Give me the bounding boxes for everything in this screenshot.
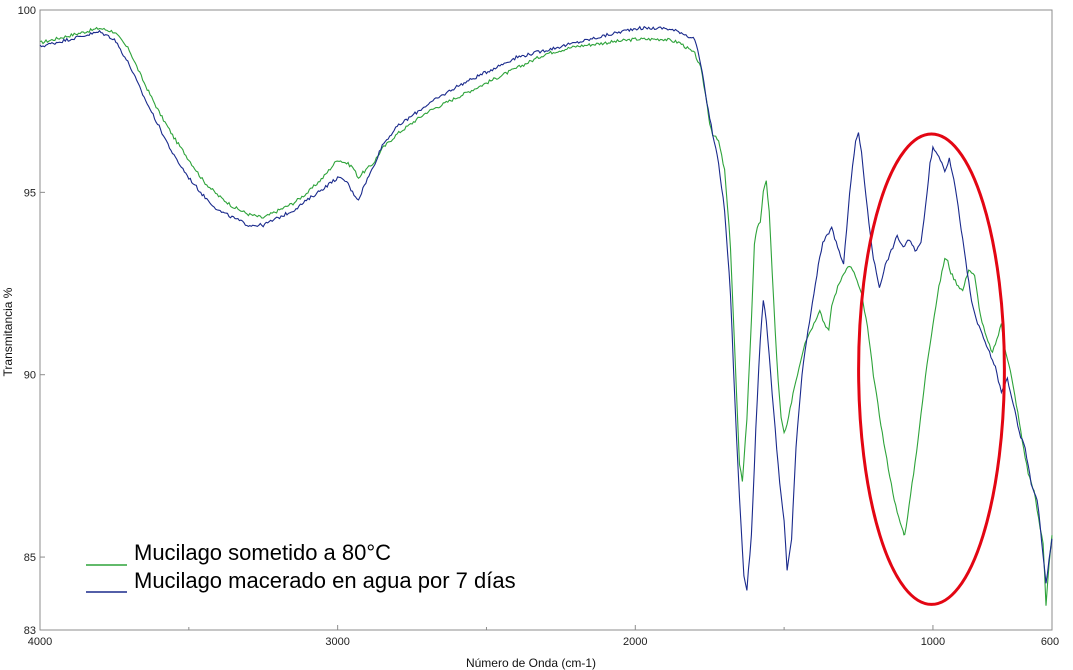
x-tick-label: 600	[1041, 636, 1059, 648]
y-tick-label: 83	[24, 625, 36, 637]
legend-label-green: Mucilago sometido a 80°C	[134, 540, 391, 565]
x-tick-label: 4000	[28, 636, 52, 648]
y-axis-title: Transmitancia %	[1, 287, 15, 376]
series-layer	[39, 25, 1053, 606]
x-tick-label: 2000	[623, 636, 647, 648]
series-line-0	[39, 26, 1053, 606]
x-axis-ticks: 4000 3000 2000 1000 600	[28, 625, 1059, 648]
x-axis-title: Número de Onda (cm-1)	[466, 656, 596, 670]
legend: Mucilago sometido a 80°C Mucilago macera…	[86, 540, 516, 593]
y-tick-label: 100	[18, 5, 36, 17]
plot-area	[39, 9, 1053, 631]
y-tick-label: 90	[24, 370, 36, 382]
legend-label-blue: Mucilago macerado en agua por 7 días	[134, 568, 516, 593]
x-axis-title-box	[440, 653, 625, 670]
y-tick-label: 85	[24, 552, 36, 564]
x-tick-label: 3000	[325, 636, 349, 648]
series-line-1	[39, 25, 1053, 591]
highlight-ellipse	[857, 132, 1006, 606]
x-tick-label: 1000	[921, 636, 945, 648]
y-tick-label: 95	[24, 187, 36, 199]
y-axis-ticks: 100 95 90 85 83	[18, 5, 45, 637]
